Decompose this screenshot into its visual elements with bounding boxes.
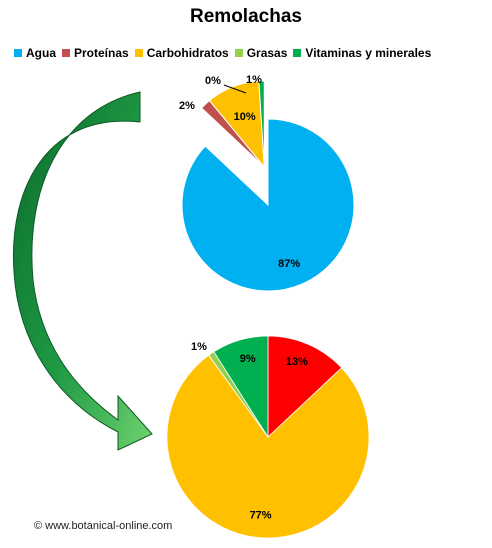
legend-item: Carbohidratos — [134, 46, 229, 60]
legend-item: Vitaminas y minerales — [293, 46, 431, 60]
legend-item: Proteínas — [62, 46, 129, 60]
leader-line — [223, 84, 247, 94]
data-label: 9% — [240, 353, 256, 365]
chart-title: Remolachas — [190, 6, 302, 27]
legend-swatch — [293, 49, 302, 57]
legend: Agua Proteínas Carbohidratos Grasas Vitamina… — [14, 44, 490, 62]
pie-chart-top: 87% 2% 10% 0% 1% — [179, 74, 355, 292]
data-label: 10% — [234, 111, 256, 123]
pie-slice — [267, 335, 343, 438]
pie-slice — [213, 335, 269, 439]
data-label: 87% — [278, 258, 300, 270]
data-label: 0% — [205, 75, 221, 87]
pie-slice — [166, 354, 370, 539]
watermark-text: © www.botanical-online.com — [34, 520, 173, 532]
legend-label: Proteínas — [74, 46, 129, 60]
pie-chart-bottom: 13% 77% 1% 9% — [166, 335, 370, 539]
data-label: 1% — [246, 74, 262, 86]
pie-slice — [181, 118, 355, 292]
pie-slice — [258, 80, 265, 167]
legend-swatch — [134, 49, 143, 57]
legend-swatch — [14, 49, 22, 57]
legend-label: Carbohidratos — [146, 46, 229, 60]
legend-swatch — [234, 49, 243, 57]
curved-arrow-icon — [12, 91, 153, 451]
data-label: 13% — [286, 356, 308, 368]
legend-swatch — [62, 49, 70, 57]
data-label: 2% — [179, 100, 195, 112]
legend-label: Agua — [26, 46, 56, 60]
legend-label: Grasas — [246, 46, 288, 60]
legend-item: Grasas — [234, 46, 288, 60]
data-label: 1% — [191, 341, 207, 353]
data-label: 77% — [250, 509, 272, 521]
pie-slice — [208, 80, 265, 169]
legend-label: Vitaminas y minerales — [305, 46, 432, 60]
legend-item: Agua — [14, 46, 56, 60]
